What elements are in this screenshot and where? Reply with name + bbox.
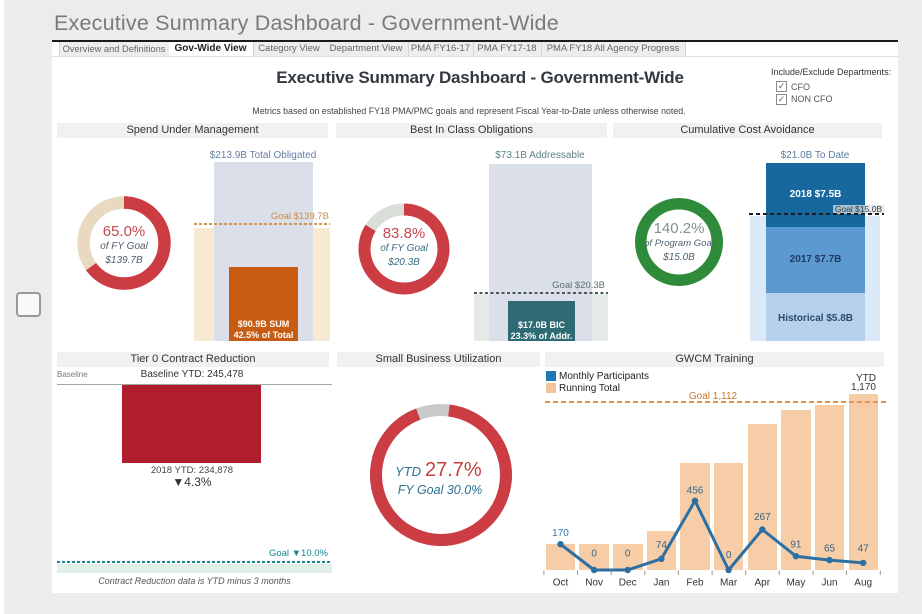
svg-text:91: 91 [790,539,802,550]
svg-text:Jun: Jun [821,578,837,589]
svg-text:Aug: Aug [854,578,872,589]
svg-text:Feb: Feb [686,578,704,589]
svg-text:74: 74 [656,540,668,551]
svg-text:456: 456 [687,486,704,497]
svg-text:Oct: Oct [553,578,569,589]
svg-text:0: 0 [591,549,597,560]
svg-text:47: 47 [858,544,870,555]
svg-text:170: 170 [552,528,569,539]
svg-text:Apr: Apr [755,578,771,589]
svg-text:65: 65 [824,543,836,554]
svg-text:267: 267 [754,512,771,523]
svg-text:0: 0 [726,550,732,561]
svg-text:Nov: Nov [585,578,603,589]
svg-text:Mar: Mar [720,578,738,589]
svg-text:May: May [786,578,805,589]
svg-text:Jan: Jan [653,578,669,589]
svg-text:0: 0 [625,549,631,560]
svg-text:Dec: Dec [619,578,637,589]
